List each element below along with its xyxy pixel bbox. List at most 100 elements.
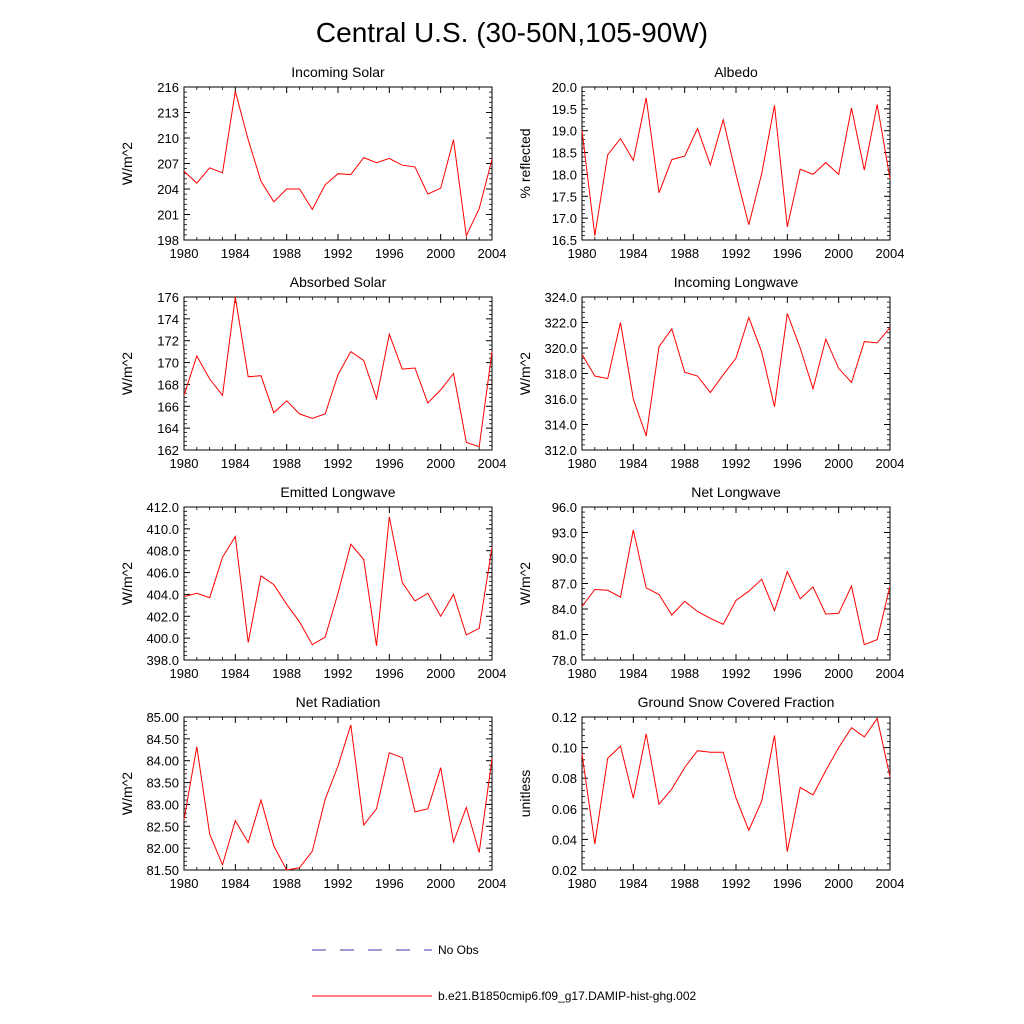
x-tick-label: 2004 (876, 876, 905, 891)
panel-7-series-line (183, 724, 493, 871)
panel-3-frame (183, 296, 493, 451)
y-tick-label: 18.0 (552, 167, 577, 182)
panel-2-series-line (581, 97, 891, 236)
x-tick-label: 1984 (221, 456, 250, 471)
x-tick-label: 1980 (568, 666, 597, 681)
x-tick-label: 1988 (670, 666, 699, 681)
y-tick-label: 316.0 (544, 392, 577, 407)
y-tick-label: 162 (157, 443, 179, 458)
x-tick-label: 1996 (773, 456, 802, 471)
y-tick-label: 398.0 (146, 653, 179, 668)
x-tick-label: 1996 (375, 876, 404, 891)
legend: No Obs b.e21.B1850cmip6.f09_g17.DAMIP-hi… (312, 943, 696, 1003)
y-tick-label: 78.0 (552, 653, 577, 668)
x-tick-label: 2004 (478, 876, 507, 891)
panel-2-title: Albedo (714, 64, 758, 80)
x-tick-label: 1980 (568, 246, 597, 261)
x-tick-label: 1984 (619, 246, 648, 261)
y-tick-label: 81.0 (552, 628, 577, 643)
x-tick-label: 2004 (478, 456, 507, 471)
y-tick-label: 82.00 (146, 841, 179, 856)
y-tick-label: 18.5 (552, 146, 577, 161)
y-tick-label: 0.12 (552, 710, 577, 725)
panel-6: Net Longwave W/m^2 1980 1984 1988 1992 1996 200… (517, 484, 904, 681)
x-tick-label: 2000 (824, 876, 853, 891)
panel-5: Emitted Longwave W/m^2 1980 1984 1988 1992 199… (119, 484, 506, 681)
panel-2: Albedo % reflected 1980 1984 1988 1992 1996 200… (517, 64, 904, 261)
panel-2-ylabel: % reflected (517, 128, 533, 198)
y-tick-label: 96.0 (552, 500, 577, 515)
y-tick-label: 0.08 (552, 771, 577, 786)
y-tick-label: 93.0 (552, 526, 577, 541)
panel-7: Net Radiation W/m^2 1980 1984 1988 1992 1996 20… (119, 694, 506, 891)
x-tick-label: 1988 (670, 876, 699, 891)
x-tick-label: 1980 (568, 876, 597, 891)
x-tick-label: 2000 (426, 666, 455, 681)
y-tick-label: 168 (157, 377, 179, 392)
panel-1-series-line (183, 91, 493, 238)
panel-5-series-line (183, 516, 493, 646)
panel-4-frame (581, 296, 891, 451)
x-tick-label: 1980 (170, 246, 199, 261)
panel-4-series-line (581, 313, 891, 437)
x-tick-label: 1992 (722, 666, 751, 681)
x-tick-label: 1996 (375, 246, 404, 261)
y-tick-label: 324.0 (544, 290, 577, 305)
y-tick-label: 402.0 (146, 609, 179, 624)
x-tick-label: 2000 (426, 456, 455, 471)
y-tick-label: 170 (157, 356, 179, 371)
x-tick-label: 1984 (619, 456, 648, 471)
y-tick-label: 85.00 (146, 710, 179, 725)
panel-1: Incoming Solar W/m^2 1980 1984 1988 1992 1996 2… (119, 64, 506, 261)
panel-1-ylabel: W/m^2 (119, 142, 135, 185)
panel-1-frame (183, 86, 493, 241)
panels-group: Incoming Solar W/m^2 1980 1984 1988 1992 1996 2… (119, 64, 904, 891)
x-tick-label: 2000 (426, 876, 455, 891)
x-tick-label: 1992 (722, 246, 751, 261)
x-tick-label: 2004 (478, 666, 507, 681)
x-tick-label: 1980 (170, 876, 199, 891)
y-tick-label: 0.04 (552, 832, 577, 847)
y-tick-label: 16.5 (552, 233, 577, 248)
y-tick-label: 87.0 (552, 577, 577, 592)
x-tick-label: 1988 (272, 246, 301, 261)
x-tick-label: 1988 (272, 876, 301, 891)
y-tick-label: 404.0 (146, 587, 179, 602)
y-tick-label: 17.5 (552, 189, 577, 204)
panel-8-title: Ground Snow Covered Fraction (638, 694, 835, 710)
y-tick-label: 84.0 (552, 602, 577, 617)
x-tick-label: 1996 (773, 666, 802, 681)
y-tick-label: 408.0 (146, 544, 179, 559)
y-tick-label: 0.06 (552, 802, 577, 817)
x-tick-label: 1992 (324, 456, 353, 471)
y-tick-label: 84.50 (146, 732, 179, 747)
legend-obs-label: No Obs (438, 943, 479, 957)
panel-8-ylabel: unitless (517, 770, 533, 817)
panel-2-frame (581, 86, 891, 241)
y-tick-label: 216 (157, 80, 179, 95)
y-tick-label: 164 (157, 421, 179, 436)
panel-4: Incoming Longwave W/m^2 1980 1984 1988 1992 19… (517, 274, 904, 471)
x-tick-label: 1992 (722, 456, 751, 471)
y-tick-label: 400.0 (146, 631, 179, 646)
x-tick-label: 1988 (272, 666, 301, 681)
x-tick-label: 2000 (824, 456, 853, 471)
x-tick-label: 1984 (619, 876, 648, 891)
y-tick-label: 172 (157, 334, 179, 349)
y-tick-label: 0.02 (552, 863, 577, 878)
panel-8: Ground Snow Covered Fraction unitless 1980… (517, 694, 904, 891)
y-tick-label: 19.5 (552, 102, 577, 117)
panel-6-ylabel: W/m^2 (517, 562, 533, 605)
y-tick-label: 0.10 (552, 741, 577, 756)
x-tick-label: 1988 (272, 456, 301, 471)
y-tick-label: 210 (157, 131, 179, 146)
y-tick-label: 20.0 (552, 80, 577, 95)
panel-4-ylabel: W/m^2 (517, 352, 533, 395)
panel-6-frame (581, 506, 891, 661)
x-tick-label: 2004 (876, 456, 905, 471)
panel-4-title: Incoming Longwave (674, 274, 799, 290)
panel-8-frame (581, 716, 891, 871)
x-tick-label: 2000 (824, 246, 853, 261)
panel-3-ylabel: W/m^2 (119, 352, 135, 395)
